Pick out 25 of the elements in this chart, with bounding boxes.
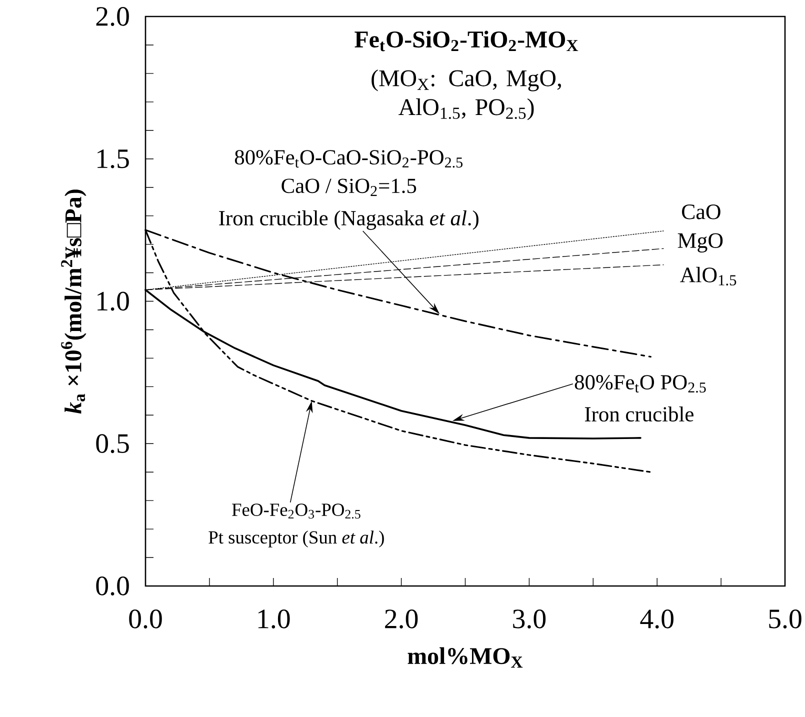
- annotation: FeO-Fe$_{2}$O$_{3}$-PO$_{2.5}$: [232, 504, 360, 519]
- annotation: Iron crucible: [584, 406, 694, 422]
- y-tick-label: 2.0: [96, 7, 129, 26]
- x-tick-label: 5.0: [769, 610, 802, 628]
- series-label: MgO: [678, 233, 723, 252]
- annotation: Pt susceptor (Sun et al.): [208, 530, 384, 548]
- x-tick-label: 1.0: [258, 610, 290, 628]
- x-tick-label: 2.0: [385, 610, 418, 628]
- annotation: CaO / SiO$_{2}$=1.5: [282, 178, 416, 196]
- series-label: AlO$_{1.5}$: [680, 266, 736, 286]
- x-tick-label: 4.0: [640, 610, 674, 628]
- y-axis-title: k$_{a}$ ×10$^{6}$(mol/m$^{2}$¥s□Pa): [61, 190, 86, 414]
- y-tick-label: 0.5: [96, 434, 129, 454]
- x-tick-label: 3.0: [513, 610, 546, 628]
- annotation: Iron crucible (Nagasaka et al.): [219, 210, 478, 230]
- y-tick-label: 0.0: [96, 576, 129, 596]
- y-tick-label: 1.5: [98, 149, 129, 168]
- text: (MO$_{X}$: CaO, MgO, AlO$_{1.5}$, PO$_{2.5}$): [372, 70, 561, 120]
- text: Fe$_{t}$O-SiO$_{2}$-TiO$_{2}$-MO$_{X}$: [354, 30, 578, 52]
- x-axis-title: mol%MO$_{X}$: [408, 647, 523, 668]
- annotation: 80%Fe$_{t}$O-CaO-SiO$_{2}$-PO$_{2.5}$: [234, 150, 462, 168]
- x-tick-label: 0.0: [129, 610, 162, 628]
- annotation: 80%Fe$_{t}$O PO$_{2.5}$: [574, 375, 706, 393]
- series-label: CaO: [682, 204, 720, 220]
- y-tick-label: 1.0: [98, 292, 129, 311]
